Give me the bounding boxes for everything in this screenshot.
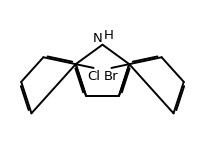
Text: N: N <box>92 32 102 45</box>
Text: Br: Br <box>104 70 118 83</box>
Text: H: H <box>104 29 113 42</box>
Text: Cl: Cl <box>87 70 100 83</box>
